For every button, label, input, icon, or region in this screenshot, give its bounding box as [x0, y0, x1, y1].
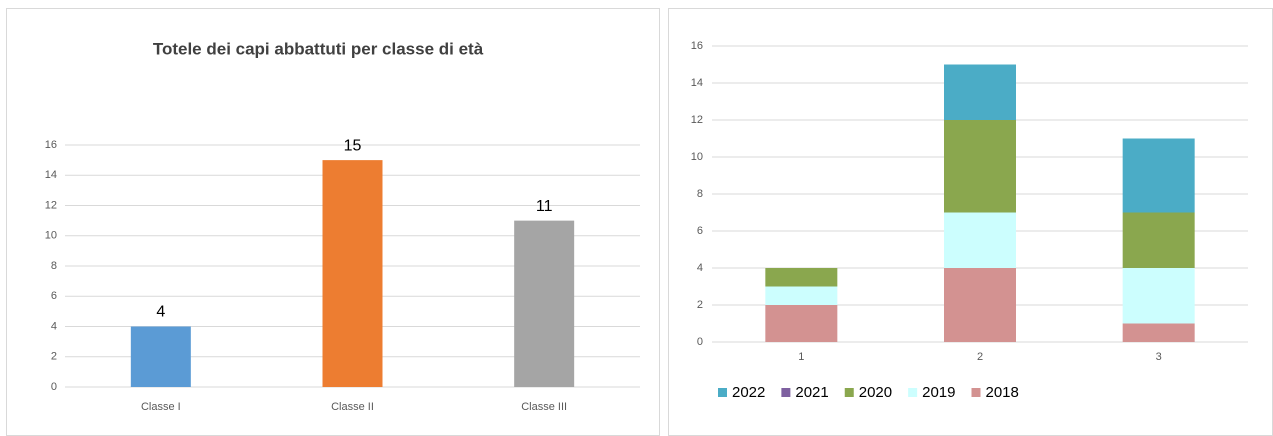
bar-segment	[1122, 138, 1195, 213]
bar	[130, 326, 191, 387]
data-label: 4	[156, 304, 165, 321]
y-tick-label: 14	[691, 77, 703, 89]
legend-label: 2018	[986, 384, 1019, 401]
bar	[322, 160, 383, 387]
legend-swatch	[971, 388, 981, 397]
y-tick-label: 4	[697, 262, 703, 274]
y-tick-label: 4	[51, 320, 57, 332]
bar-segment	[1122, 212, 1195, 268]
bar-segment	[1122, 323, 1195, 342]
y-tick-label: 14	[45, 169, 57, 181]
y-tick-label: 12	[691, 114, 703, 126]
x-tick-label: Classe III	[521, 401, 567, 413]
bar-segment	[765, 286, 838, 305]
chart-title: Totele dei capi abbattuti per classe di …	[153, 39, 484, 58]
y-tick-label: 10	[691, 151, 703, 163]
bar-segment	[944, 120, 1016, 213]
x-tick-label: 1	[798, 351, 804, 363]
bar-segment	[765, 305, 838, 342]
y-tick-label: 10	[45, 230, 57, 242]
bar	[514, 220, 575, 387]
y-tick-label: 2	[51, 351, 57, 363]
bar-segment	[944, 64, 1016, 120]
legend-swatch	[908, 388, 918, 397]
legend-label: 2021	[795, 384, 828, 401]
y-tick-label: 0	[697, 336, 703, 348]
bar-segment	[765, 268, 838, 287]
x-tick-label: 2	[977, 351, 983, 363]
y-tick-label: 6	[697, 225, 703, 237]
x-tick-label: Classe I	[141, 401, 181, 413]
x-tick-label: Classe II	[331, 401, 374, 413]
y-tick-label: 6	[51, 290, 57, 302]
y-tick-label: 12	[45, 199, 57, 211]
bar-segment	[944, 212, 1016, 268]
legend-label: 2019	[922, 384, 955, 401]
legend-swatch	[844, 388, 854, 397]
y-tick-label: 8	[697, 188, 703, 200]
data-label: 11	[536, 198, 553, 215]
y-tick-label: 16	[45, 139, 57, 151]
legend-label: 2022	[732, 384, 765, 401]
y-tick-label: 0	[51, 381, 57, 393]
x-tick-label: 3	[1156, 351, 1162, 363]
legend-label: 2020	[859, 384, 892, 401]
bar-segment	[1122, 268, 1195, 324]
bar-segment	[944, 268, 1016, 342]
y-tick-label: 2	[697, 299, 703, 311]
data-label: 15	[344, 137, 362, 154]
legend-swatch	[781, 388, 791, 397]
y-tick-label: 8	[51, 260, 57, 272]
legend-swatch	[718, 388, 727, 397]
y-tick-label: 16	[691, 40, 703, 52]
